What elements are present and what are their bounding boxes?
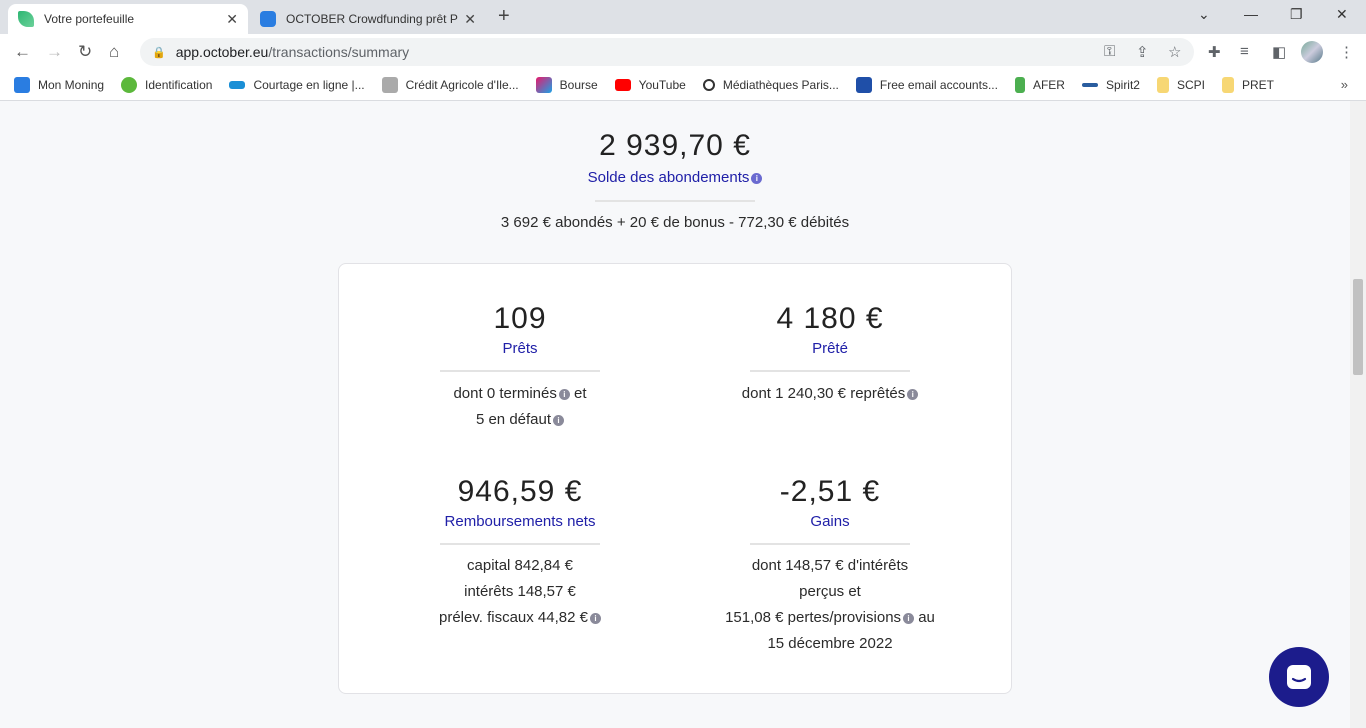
chat-button[interactable] [1269,647,1329,707]
gains-label: Gains [810,513,850,530]
info-icon[interactable]: i [553,415,565,426]
info-icon[interactable]: i [903,613,915,624]
leaf-favicon-icon [18,11,34,27]
balance-label: Solde des abondements i [0,169,1350,186]
info-icon[interactable]: i [751,173,763,184]
profile-avatar[interactable] [1301,41,1323,63]
bookmark-spirit2[interactable]: Spirit2 [1081,78,1140,92]
divider [750,370,910,372]
bookmark-folder-pret[interactable]: PRET [1222,77,1274,93]
stats-card: 109 Prêts dont 0 terminés i et 5 en défau… [338,263,1012,694]
stat-lent: 4 180 € Prêté dont 1 240,30 € reprêtés i [680,302,980,407]
address-bar[interactable]: 🔒 app.october.eu/transactions/summary [140,38,1194,66]
browser-toolbar: ← → ↻ ⌂ 🔒 app.october.eu/transactions/su… [0,34,1366,70]
bookmark-afer[interactable]: AFER [1014,77,1065,93]
bookmark-icon [229,81,246,89]
close-tab-icon[interactable]: ✕ [464,10,476,27]
tab-october[interactable]: OCTOBER Crowdfunding prêt PME ✕ [250,4,486,34]
person-icon [121,77,138,93]
tab-search-icon[interactable]: ⌄ [1198,6,1210,22]
gains-amount: -2,51 € [779,475,881,508]
bookmark-icon [1081,83,1098,87]
bookmark-mon-moning[interactable]: Mon Moning [14,77,104,93]
info-icon[interactable]: i [907,389,919,400]
bookmark-icon [381,77,398,93]
page-scrollbar[interactable] [1350,101,1366,728]
new-tab-button[interactable]: + [498,5,510,27]
info-icon[interactable]: i [558,389,570,400]
forward-icon[interactable]: → [46,42,63,61]
loans-label: Prêts [502,340,538,357]
info-icon[interactable]: i [589,613,601,624]
bookmark-identification[interactable]: Identification [121,77,212,93]
bookmark-youtube[interactable]: YouTube [614,78,686,92]
bookmark-icon [1014,77,1025,93]
close-window-button[interactable]: ✕ [1336,6,1348,22]
restore-button[interactable]: ❐ [1290,6,1303,22]
lock-icon: 🔒 [152,46,166,59]
tab-votre-portefeuille[interactable]: Votre portefeuille ✕ [8,4,248,34]
bookmark-credit-agricole[interactable]: Crédit Agricole d'Ile... [381,77,519,93]
repayments-amount: 946,59 € [457,475,583,508]
divider [750,543,910,545]
star-icon[interactable]: ☆ [1168,44,1182,61]
scrollbar-thumb[interactable] [1353,279,1363,375]
bookmark-folder-scpi[interactable]: SCPI [1156,77,1205,93]
reload-icon[interactable]: ↻ [78,42,93,61]
stat-gains: -2,51 € Gains dont 148,57 € d'intérêts p… [680,475,980,657]
divider [440,543,600,545]
stat-loans: 109 Prêts dont 0 terminés i et 5 en défau… [370,302,670,433]
minimize-button[interactable]: — [1244,6,1258,22]
loans-count: 109 [493,302,547,335]
balance-value: 2 939,70 € [599,129,751,162]
divider [440,370,600,372]
menu-icon[interactable]: ⋮ [1339,44,1354,61]
lent-amount: 4 180 € [776,302,884,335]
more-bookmarks-icon[interactable]: » [1340,77,1348,92]
youtube-icon [614,79,631,91]
tab-bar: Votre portefeuille ✕ OCTOBER Crowdfundin… [0,0,1366,34]
bookmark-icon [14,77,30,93]
bookmark-icon [535,77,552,93]
chat-icon [1287,665,1311,689]
stat-repayments: 946,59 € Remboursements nets capital 842… [370,475,670,631]
back-icon[interactable]: ← [14,42,31,61]
key-icon[interactable]: ⚿ [1104,43,1116,60]
repayments-label: Remboursements nets [444,513,596,530]
bookmark-courtage[interactable]: Courtage en ligne |... [229,78,365,92]
balance-breakdown: 3 692 € abondés + 20 € de bonus - 772,30… [500,214,850,231]
bookmark-mediatheques[interactable]: Médiathèques Paris... [702,78,839,92]
side-panel-icon[interactable]: ◧ [1272,44,1287,61]
lent-label: Prêté [812,340,848,357]
bookmark-bourse[interactable]: Bourse [535,77,598,93]
divider [595,200,755,202]
extensions-icon[interactable]: ✚ [1208,44,1221,61]
bookmark-icon [855,77,872,93]
bookmark-free-email[interactable]: Free email accounts... [855,77,998,93]
folder-icon [1156,77,1169,93]
close-tab-icon[interactable]: ✕ [226,10,238,27]
bookmark-icon [702,79,715,91]
share-icon[interactable]: ⇪ [1136,44,1149,61]
media-icon[interactable]: ≡ [1240,43,1249,60]
home-icon[interactable]: ⌂ [109,42,120,61]
moning-favicon-icon [260,11,276,27]
bookmarks-bar: Mon Moning Identification Courtage en li… [0,70,1366,101]
folder-icon [1222,77,1234,93]
